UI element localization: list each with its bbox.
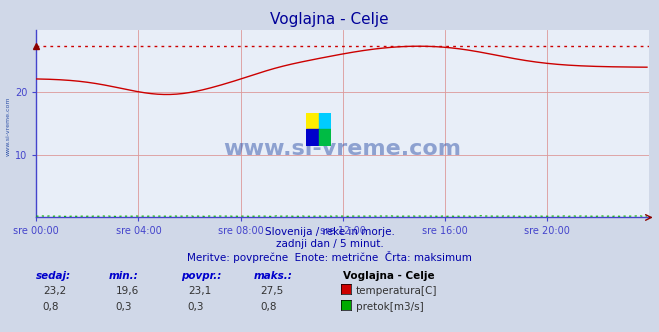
Text: temperatura[C]: temperatura[C]: [356, 286, 438, 295]
Text: 19,6: 19,6: [115, 286, 138, 295]
Text: povpr.:: povpr.:: [181, 271, 221, 281]
Text: zadnji dan / 5 minut.: zadnji dan / 5 minut.: [275, 239, 384, 249]
Bar: [306, 129, 319, 146]
Text: 0,8: 0,8: [43, 302, 59, 312]
Text: Voglajna - Celje: Voglajna - Celje: [270, 12, 389, 27]
Text: Slovenija / reke in morje.: Slovenija / reke in morje.: [264, 227, 395, 237]
Text: 23,2: 23,2: [43, 286, 66, 295]
Text: min.:: min.:: [109, 271, 138, 281]
Text: 23,1: 23,1: [188, 286, 211, 295]
Text: 0,3: 0,3: [188, 302, 204, 312]
Text: pretok[m3/s]: pretok[m3/s]: [356, 302, 424, 312]
Text: 0,3: 0,3: [115, 302, 132, 312]
Text: Voglajna - Celje: Voglajna - Celje: [343, 271, 434, 281]
Bar: [319, 129, 331, 146]
Text: maks.:: maks.:: [254, 271, 293, 281]
Text: 0,8: 0,8: [260, 302, 277, 312]
Text: 27,5: 27,5: [260, 286, 283, 295]
Text: Meritve: povprečne  Enote: metrične  Črta: maksimum: Meritve: povprečne Enote: metrične Črta:…: [187, 251, 472, 263]
Text: www.si-vreme.com: www.si-vreme.com: [5, 96, 11, 156]
Bar: [306, 113, 319, 129]
Bar: [319, 113, 331, 129]
Text: www.si-vreme.com: www.si-vreme.com: [223, 139, 462, 159]
Text: sedaj:: sedaj:: [36, 271, 71, 281]
